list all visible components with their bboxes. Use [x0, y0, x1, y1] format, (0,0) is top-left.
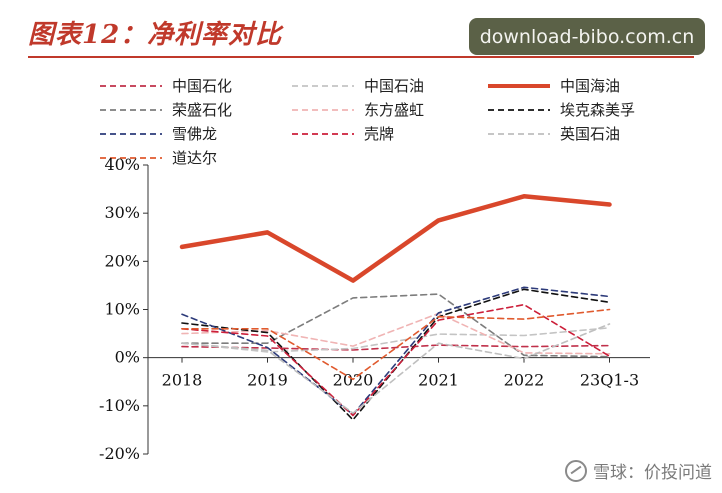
y-tick-label: -20% — [99, 444, 140, 463]
series-line-e88bb1e59bbde79fb3e6b2b9 — [181, 323, 611, 414]
y-tick-label: -10% — [99, 396, 140, 415]
title-rule — [28, 56, 694, 58]
x-tick-label: 2018 — [162, 371, 203, 390]
legend-label-e59f83e5858be6a3aee7be8ee5ad9a: 埃克森美孚 — [560, 101, 635, 119]
legend-label-e4b8ade59bbde6b5b7e6b2b9: 中国海油 — [560, 77, 620, 95]
legend-label-e4b89ce696b9e79b9be899b9: 东方盛虹 — [364, 101, 424, 119]
series-line-e4b8ade59bbde6b5b7e6b2b9 — [179, 194, 612, 283]
y-tick-label: 20% — [104, 251, 140, 270]
x-tick-label: 2019 — [247, 371, 288, 390]
x-tick-label: 2022 — [504, 371, 545, 390]
x-tick-label: 2020 — [333, 371, 374, 390]
watermark-top: download-bibo.com.cn — [469, 18, 705, 55]
legend-label-e88da3e79b9be79fb3e58c96: 荣盛石化 — [172, 101, 232, 119]
series-line-e98193e8bebee5b094 — [181, 308, 611, 381]
chart-axes: 40% 30% 20% 10% 0% -10% -20% 2018 2019 2020 2021 20… — [99, 155, 650, 463]
x-tick-label: 2021 — [418, 371, 459, 390]
series-line-e88da3e79b9be79fb3e58c96 — [181, 293, 611, 358]
series-line-e4b8ade59bbde79fb3e58c96 — [181, 344, 611, 351]
legend-label-e5a3b3e7898c: 壳牌 — [364, 125, 394, 143]
legend-label-e98193e8bebee5b094: 道达尔 — [172, 149, 217, 167]
snowball-icon — [565, 459, 587, 482]
y-tick-label: 10% — [104, 300, 140, 319]
chart-title: 图表12：净利率对比 — [28, 20, 283, 50]
watermark-bottom-text: 雪球：价投问道 — [593, 463, 712, 483]
series-line-e59f83e5858be6a3aee7be8ee5ad9a — [181, 288, 611, 421]
chart-series — [179, 194, 612, 421]
legend-label-e4b8ade59bbde79fb3e6b2b9: 中国石油 — [364, 77, 424, 95]
watermark-bottom: 雪球：价投问道 — [565, 458, 712, 483]
y-tick-label: 0% — [115, 348, 140, 367]
y-tick-label: 30% — [104, 203, 140, 222]
legend-label-e99baae4bd9be9be99: 雪佛龙 — [172, 125, 217, 143]
series-line-e4b8ade59bbde79fb3e6b2b9 — [181, 326, 611, 353]
legend-label-e4b8ade59bbde79fb3e58c96: 中国石化 — [172, 77, 232, 95]
series-line-e99baae4bd9be9be99 — [181, 286, 611, 416]
legend-label-e88bb1e59bbde79fb3e6b2b9: 英国石油 — [560, 125, 620, 143]
y-tick-label: 40% — [104, 155, 140, 174]
series-line-e5a3b3e7898c — [181, 303, 611, 417]
x-tick-label: 23Q1-3 — [580, 371, 639, 390]
